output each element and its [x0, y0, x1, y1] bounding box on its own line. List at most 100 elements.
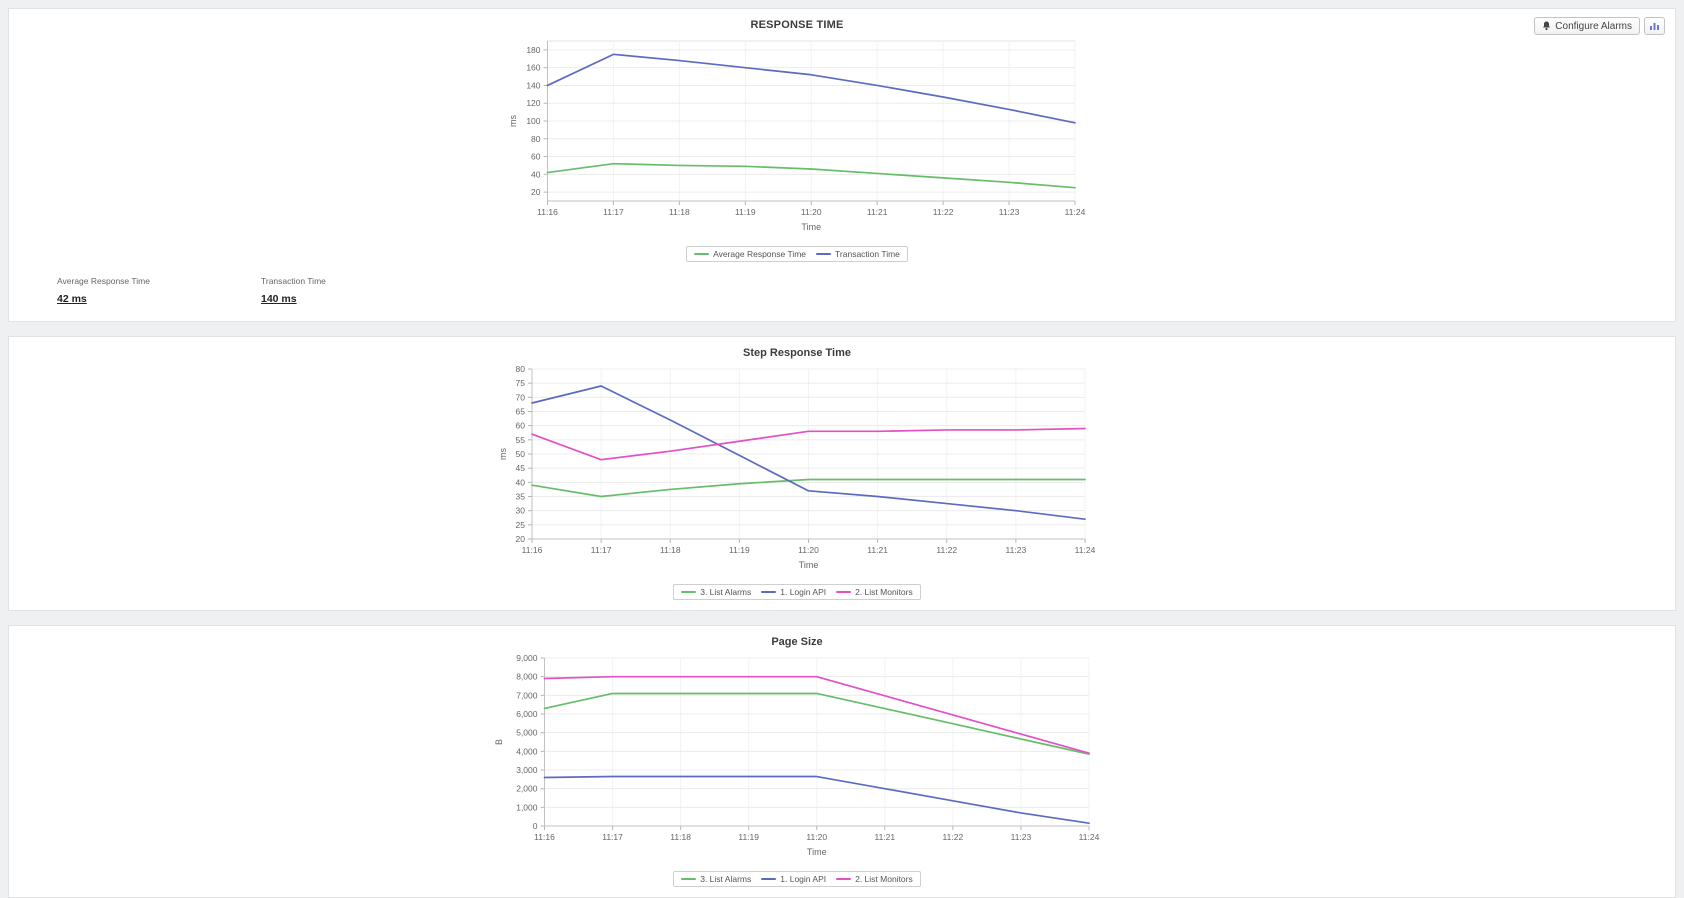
- svg-text:11:20: 11:20: [798, 545, 819, 555]
- legend-box: Average Response Time Transaction Time: [686, 246, 908, 262]
- svg-text:20: 20: [516, 534, 526, 544]
- chart-view-button[interactable]: [1644, 17, 1665, 35]
- response-time-chart[interactable]: 20 40 60 80 100 120 140 160 180 11:16 11:17 11:18 11…: [507, 33, 1087, 235]
- summary-stats: Average Response Time 42 ms Transaction …: [9, 262, 1675, 311]
- legend-item[interactable]: 2. List Monitors: [836, 587, 913, 597]
- svg-text:11:17: 11:17: [591, 545, 612, 555]
- svg-text:2,000: 2,000: [516, 784, 538, 794]
- avg-response-time-value[interactable]: 42 ms: [57, 293, 87, 305]
- svg-text:Time: Time: [801, 222, 821, 232]
- svg-text:8,000: 8,000: [516, 672, 538, 682]
- legend-label: 2. List Monitors: [855, 587, 913, 597]
- chart-title: Page Size: [771, 636, 823, 648]
- legend-item[interactable]: 2. List Monitors: [836, 874, 913, 884]
- svg-text:11:22: 11:22: [943, 832, 964, 842]
- svg-text:50: 50: [516, 449, 526, 459]
- transaction-time-value[interactable]: 140 ms: [261, 293, 297, 305]
- legend-item[interactable]: Transaction Time: [816, 249, 900, 259]
- svg-text:80: 80: [516, 364, 526, 374]
- svg-text:30: 30: [516, 506, 526, 516]
- legend-label: 3. List Alarms: [700, 587, 752, 597]
- chart-title: RESPONSE TIME: [750, 19, 844, 31]
- transaction-time-stat: Transaction Time 140 ms: [261, 276, 465, 307]
- page-size-panel: Page Size 0 1,000 2,000 3,000 4,000 5,000 6,00…: [8, 625, 1676, 898]
- legend-label: 1. Login API: [780, 874, 827, 884]
- configure-alarms-label: Configure Alarms: [1555, 20, 1632, 32]
- legend-box: 3. List Alarms 1. Login API 2. List Monito…: [673, 584, 921, 600]
- legend-item[interactable]: Average Response Time: [694, 249, 806, 259]
- svg-text:9,000: 9,000: [516, 653, 538, 663]
- chart-title: Step Response Time: [743, 347, 851, 359]
- page-size-chart-block: Page Size 0 1,000 2,000 3,000 4,000 5,000 6,00…: [457, 636, 1137, 887]
- svg-text:11:23: 11:23: [1006, 545, 1027, 555]
- svg-text:160: 160: [526, 63, 540, 73]
- svg-text:65: 65: [516, 407, 526, 417]
- legend-item[interactable]: 3. List Alarms: [681, 587, 751, 597]
- svg-text:Time: Time: [799, 560, 819, 570]
- svg-text:11:23: 11:23: [999, 207, 1020, 217]
- svg-text:120: 120: [526, 98, 540, 108]
- svg-text:11:21: 11:21: [867, 545, 888, 555]
- svg-text:60: 60: [531, 152, 541, 162]
- svg-text:40: 40: [531, 169, 541, 179]
- legend-item[interactable]: 3. List Alarms: [681, 874, 751, 884]
- svg-text:0: 0: [533, 821, 538, 831]
- step-response-time-chart-block: Step Response Time 20 25 30 35 40 45 50 55 60 65 7…: [457, 347, 1137, 600]
- svg-text:11:24: 11:24: [1065, 207, 1086, 217]
- step-response-time-panel: Step Response Time 20 25 30 35 40 45 50 55 60 65 7…: [8, 336, 1676, 611]
- legend-box: 3. List Alarms 1. Login API 2. List Monito…: [673, 871, 921, 887]
- legend-label: Average Response Time: [713, 249, 807, 259]
- svg-text:40: 40: [516, 477, 526, 487]
- stat-label: Transaction Time: [261, 276, 326, 286]
- svg-text:75: 75: [516, 378, 526, 388]
- svg-text:80: 80: [531, 134, 541, 144]
- svg-text:140: 140: [526, 80, 540, 90]
- configure-alarms-button[interactable]: Configure Alarms: [1534, 17, 1640, 35]
- svg-text:7,000: 7,000: [516, 690, 538, 700]
- svg-text:6,000: 6,000: [516, 709, 538, 719]
- svg-text:ms: ms: [498, 448, 508, 460]
- svg-text:60: 60: [516, 421, 526, 431]
- page-size-chart[interactable]: 0 1,000 2,000 3,000 4,000 5,000 6,000 7,000 8,00…: [493, 650, 1101, 860]
- svg-text:11:16: 11:16: [537, 207, 558, 217]
- svg-text:11:16: 11:16: [534, 832, 555, 842]
- response-time-panel: Configure Alarms RESPONSE TIME 20 40 60 80 1…: [8, 8, 1676, 322]
- svg-text:4,000: 4,000: [516, 746, 538, 756]
- svg-text:11:19: 11:19: [735, 207, 756, 217]
- bell-icon: [1542, 21, 1551, 31]
- legend-swatch: [681, 878, 697, 880]
- svg-text:180: 180: [526, 45, 540, 55]
- svg-text:11:17: 11:17: [603, 207, 624, 217]
- bar-chart-icon: [1649, 21, 1660, 31]
- legend-label: Transaction Time: [835, 249, 900, 259]
- legend-item[interactable]: 1. Login API: [761, 587, 826, 597]
- svg-text:35: 35: [516, 492, 526, 502]
- svg-text:55: 55: [516, 435, 526, 445]
- chart-legend: 3. List Alarms 1. Login API 2. List Monito…: [457, 867, 1137, 887]
- response-time-chart-block: RESPONSE TIME 20 40 60 80 100 120 140 160 180 11:…: [457, 19, 1137, 262]
- legend-swatch: [761, 878, 777, 880]
- svg-text:5,000: 5,000: [516, 728, 538, 738]
- legend-item[interactable]: 1. Login API: [761, 874, 826, 884]
- svg-text:11:20: 11:20: [806, 832, 827, 842]
- svg-text:3,000: 3,000: [516, 765, 538, 775]
- legend-swatch: [761, 591, 777, 593]
- svg-text:11:16: 11:16: [522, 545, 543, 555]
- panel-actions: Configure Alarms: [1534, 17, 1665, 35]
- svg-text:11:22: 11:22: [933, 207, 954, 217]
- legend-label: 2. List Monitors: [855, 874, 913, 884]
- chart-legend: 3. List Alarms 1. Login API 2. List Monito…: [457, 580, 1137, 600]
- svg-text:Time: Time: [807, 847, 827, 857]
- step-response-time-chart[interactable]: 20 25 30 35 40 45 50 55 60 65 70 75 80 11:16 11:17 11:1…: [497, 361, 1097, 573]
- avg-response-time-stat: Average Response Time 42 ms: [57, 276, 261, 307]
- svg-text:11:23: 11:23: [1011, 832, 1032, 842]
- svg-text:ms: ms: [508, 115, 518, 127]
- legend-swatch: [836, 878, 852, 880]
- svg-text:11:20: 11:20: [801, 207, 822, 217]
- svg-text:11:19: 11:19: [729, 545, 750, 555]
- svg-text:100: 100: [526, 116, 540, 126]
- svg-text:11:18: 11:18: [660, 545, 681, 555]
- svg-text:1,000: 1,000: [516, 802, 538, 812]
- legend-swatch: [681, 591, 697, 593]
- svg-text:11:22: 11:22: [936, 545, 957, 555]
